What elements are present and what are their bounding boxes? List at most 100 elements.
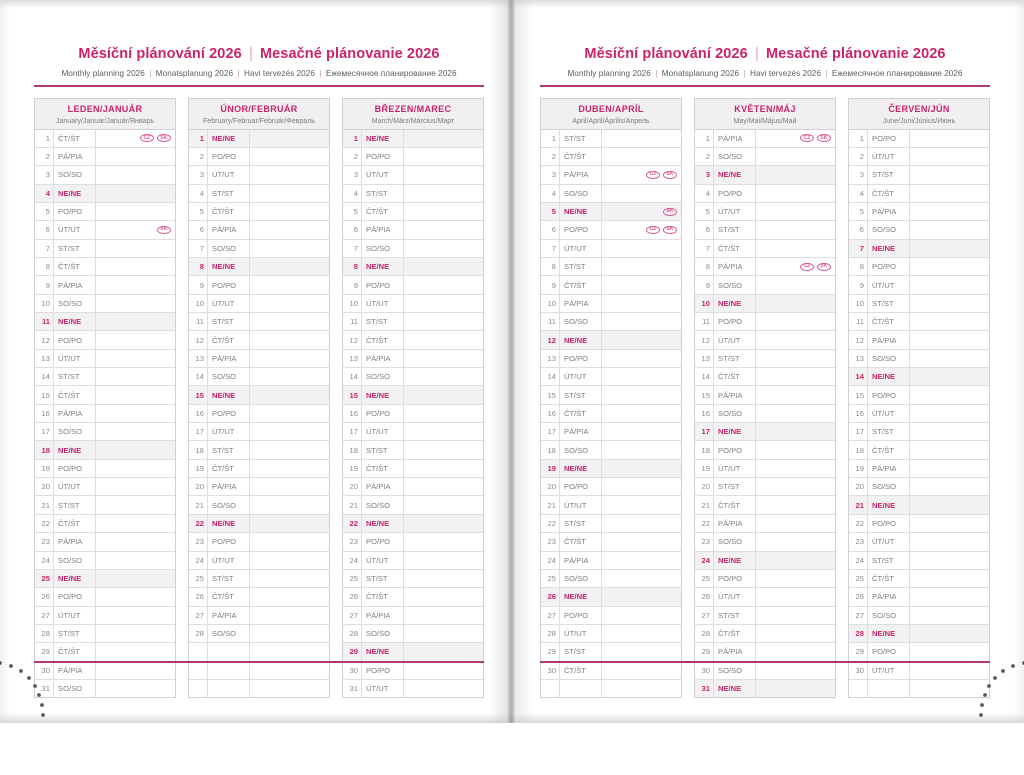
note-cell[interactable] xyxy=(96,295,175,312)
note-cell[interactable] xyxy=(910,662,989,679)
note-cell[interactable] xyxy=(250,295,329,312)
note-cell[interactable] xyxy=(602,607,681,624)
note-cell[interactable] xyxy=(910,166,989,183)
note-cell[interactable] xyxy=(910,276,989,293)
note-cell[interactable] xyxy=(250,496,329,513)
note-cell[interactable] xyxy=(602,496,681,513)
note-cell[interactable] xyxy=(910,570,989,587)
note-cell[interactable]: CZ SK xyxy=(96,130,175,147)
note-cell[interactable] xyxy=(756,515,835,532)
note-cell[interactable] xyxy=(250,313,329,330)
note-cell[interactable] xyxy=(602,350,681,367)
note-cell[interactable] xyxy=(602,240,681,257)
note-cell[interactable] xyxy=(250,625,329,642)
note-cell[interactable] xyxy=(910,496,989,513)
note-cell[interactable] xyxy=(96,148,175,165)
note-cell[interactable] xyxy=(756,368,835,385)
note-cell[interactable] xyxy=(602,130,681,147)
note-cell[interactable]: CZ SK xyxy=(602,221,681,238)
note-cell[interactable] xyxy=(404,460,483,477)
note-cell[interactable] xyxy=(96,258,175,275)
note-cell[interactable] xyxy=(756,166,835,183)
note-cell[interactable] xyxy=(910,203,989,220)
note-cell[interactable] xyxy=(404,643,483,660)
note-cell[interactable] xyxy=(602,185,681,202)
note-cell[interactable] xyxy=(602,588,681,605)
note-cell[interactable] xyxy=(96,460,175,477)
note-cell[interactable] xyxy=(756,460,835,477)
note-cell[interactable] xyxy=(910,221,989,238)
note-cell[interactable] xyxy=(756,295,835,312)
note-cell[interactable] xyxy=(96,588,175,605)
note-cell[interactable] xyxy=(250,221,329,238)
note-cell[interactable] xyxy=(602,552,681,569)
note-cell[interactable] xyxy=(910,625,989,642)
note-cell[interactable] xyxy=(404,313,483,330)
note-cell[interactable] xyxy=(602,625,681,642)
note-cell[interactable] xyxy=(250,276,329,293)
note-cell[interactable] xyxy=(602,258,681,275)
note-cell[interactable] xyxy=(756,276,835,293)
note-cell[interactable] xyxy=(602,460,681,477)
note-cell[interactable] xyxy=(404,240,483,257)
note-cell[interactable] xyxy=(756,441,835,458)
note-cell[interactable] xyxy=(96,607,175,624)
note-cell[interactable] xyxy=(404,148,483,165)
note-cell[interactable] xyxy=(756,552,835,569)
note-cell[interactable] xyxy=(404,166,483,183)
note-cell[interactable] xyxy=(250,441,329,458)
note-cell[interactable] xyxy=(250,478,329,495)
note-cell[interactable] xyxy=(404,625,483,642)
note-cell[interactable] xyxy=(96,276,175,293)
note-cell[interactable] xyxy=(602,405,681,422)
note-cell[interactable] xyxy=(910,258,989,275)
note-cell[interactable] xyxy=(96,680,175,697)
note-cell[interactable] xyxy=(404,368,483,385)
note-cell[interactable] xyxy=(756,625,835,642)
note-cell[interactable] xyxy=(404,350,483,367)
note-cell[interactable] xyxy=(602,148,681,165)
note-cell[interactable] xyxy=(250,368,329,385)
note-cell[interactable] xyxy=(910,386,989,403)
note-cell[interactable] xyxy=(96,331,175,348)
note-cell[interactable] xyxy=(756,386,835,403)
note-cell[interactable] xyxy=(404,405,483,422)
note-cell[interactable] xyxy=(404,478,483,495)
note-cell[interactable] xyxy=(96,441,175,458)
note-cell[interactable] xyxy=(756,533,835,550)
note-cell[interactable] xyxy=(404,496,483,513)
note-cell[interactable] xyxy=(96,625,175,642)
note-cell[interactable] xyxy=(910,130,989,147)
note-cell[interactable] xyxy=(910,460,989,477)
note-cell[interactable] xyxy=(404,552,483,569)
note-cell[interactable] xyxy=(96,350,175,367)
note-cell[interactable] xyxy=(602,533,681,550)
note-cell[interactable] xyxy=(910,148,989,165)
note-cell[interactable] xyxy=(910,515,989,532)
note-cell[interactable] xyxy=(96,662,175,679)
note-cell[interactable] xyxy=(250,331,329,348)
note-cell[interactable] xyxy=(756,643,835,660)
note-cell[interactable] xyxy=(250,185,329,202)
note-cell[interactable] xyxy=(756,405,835,422)
note-cell[interactable] xyxy=(756,185,835,202)
note-cell[interactable] xyxy=(910,331,989,348)
note-cell[interactable] xyxy=(602,386,681,403)
note-cell[interactable] xyxy=(910,552,989,569)
note-cell[interactable] xyxy=(404,607,483,624)
note-cell[interactable] xyxy=(756,570,835,587)
note-cell[interactable] xyxy=(404,533,483,550)
note-cell[interactable] xyxy=(404,130,483,147)
note-cell[interactable] xyxy=(404,423,483,440)
note-cell[interactable] xyxy=(250,552,329,569)
note-cell[interactable] xyxy=(96,203,175,220)
note-cell[interactable] xyxy=(96,423,175,440)
note-cell[interactable] xyxy=(250,423,329,440)
note-cell[interactable] xyxy=(602,570,681,587)
note-cell[interactable] xyxy=(404,203,483,220)
note-cell[interactable] xyxy=(756,423,835,440)
note-cell[interactable] xyxy=(404,680,483,697)
note-cell[interactable] xyxy=(404,515,483,532)
note-cell[interactable]: CZ SK xyxy=(602,166,681,183)
note-cell[interactable] xyxy=(602,295,681,312)
